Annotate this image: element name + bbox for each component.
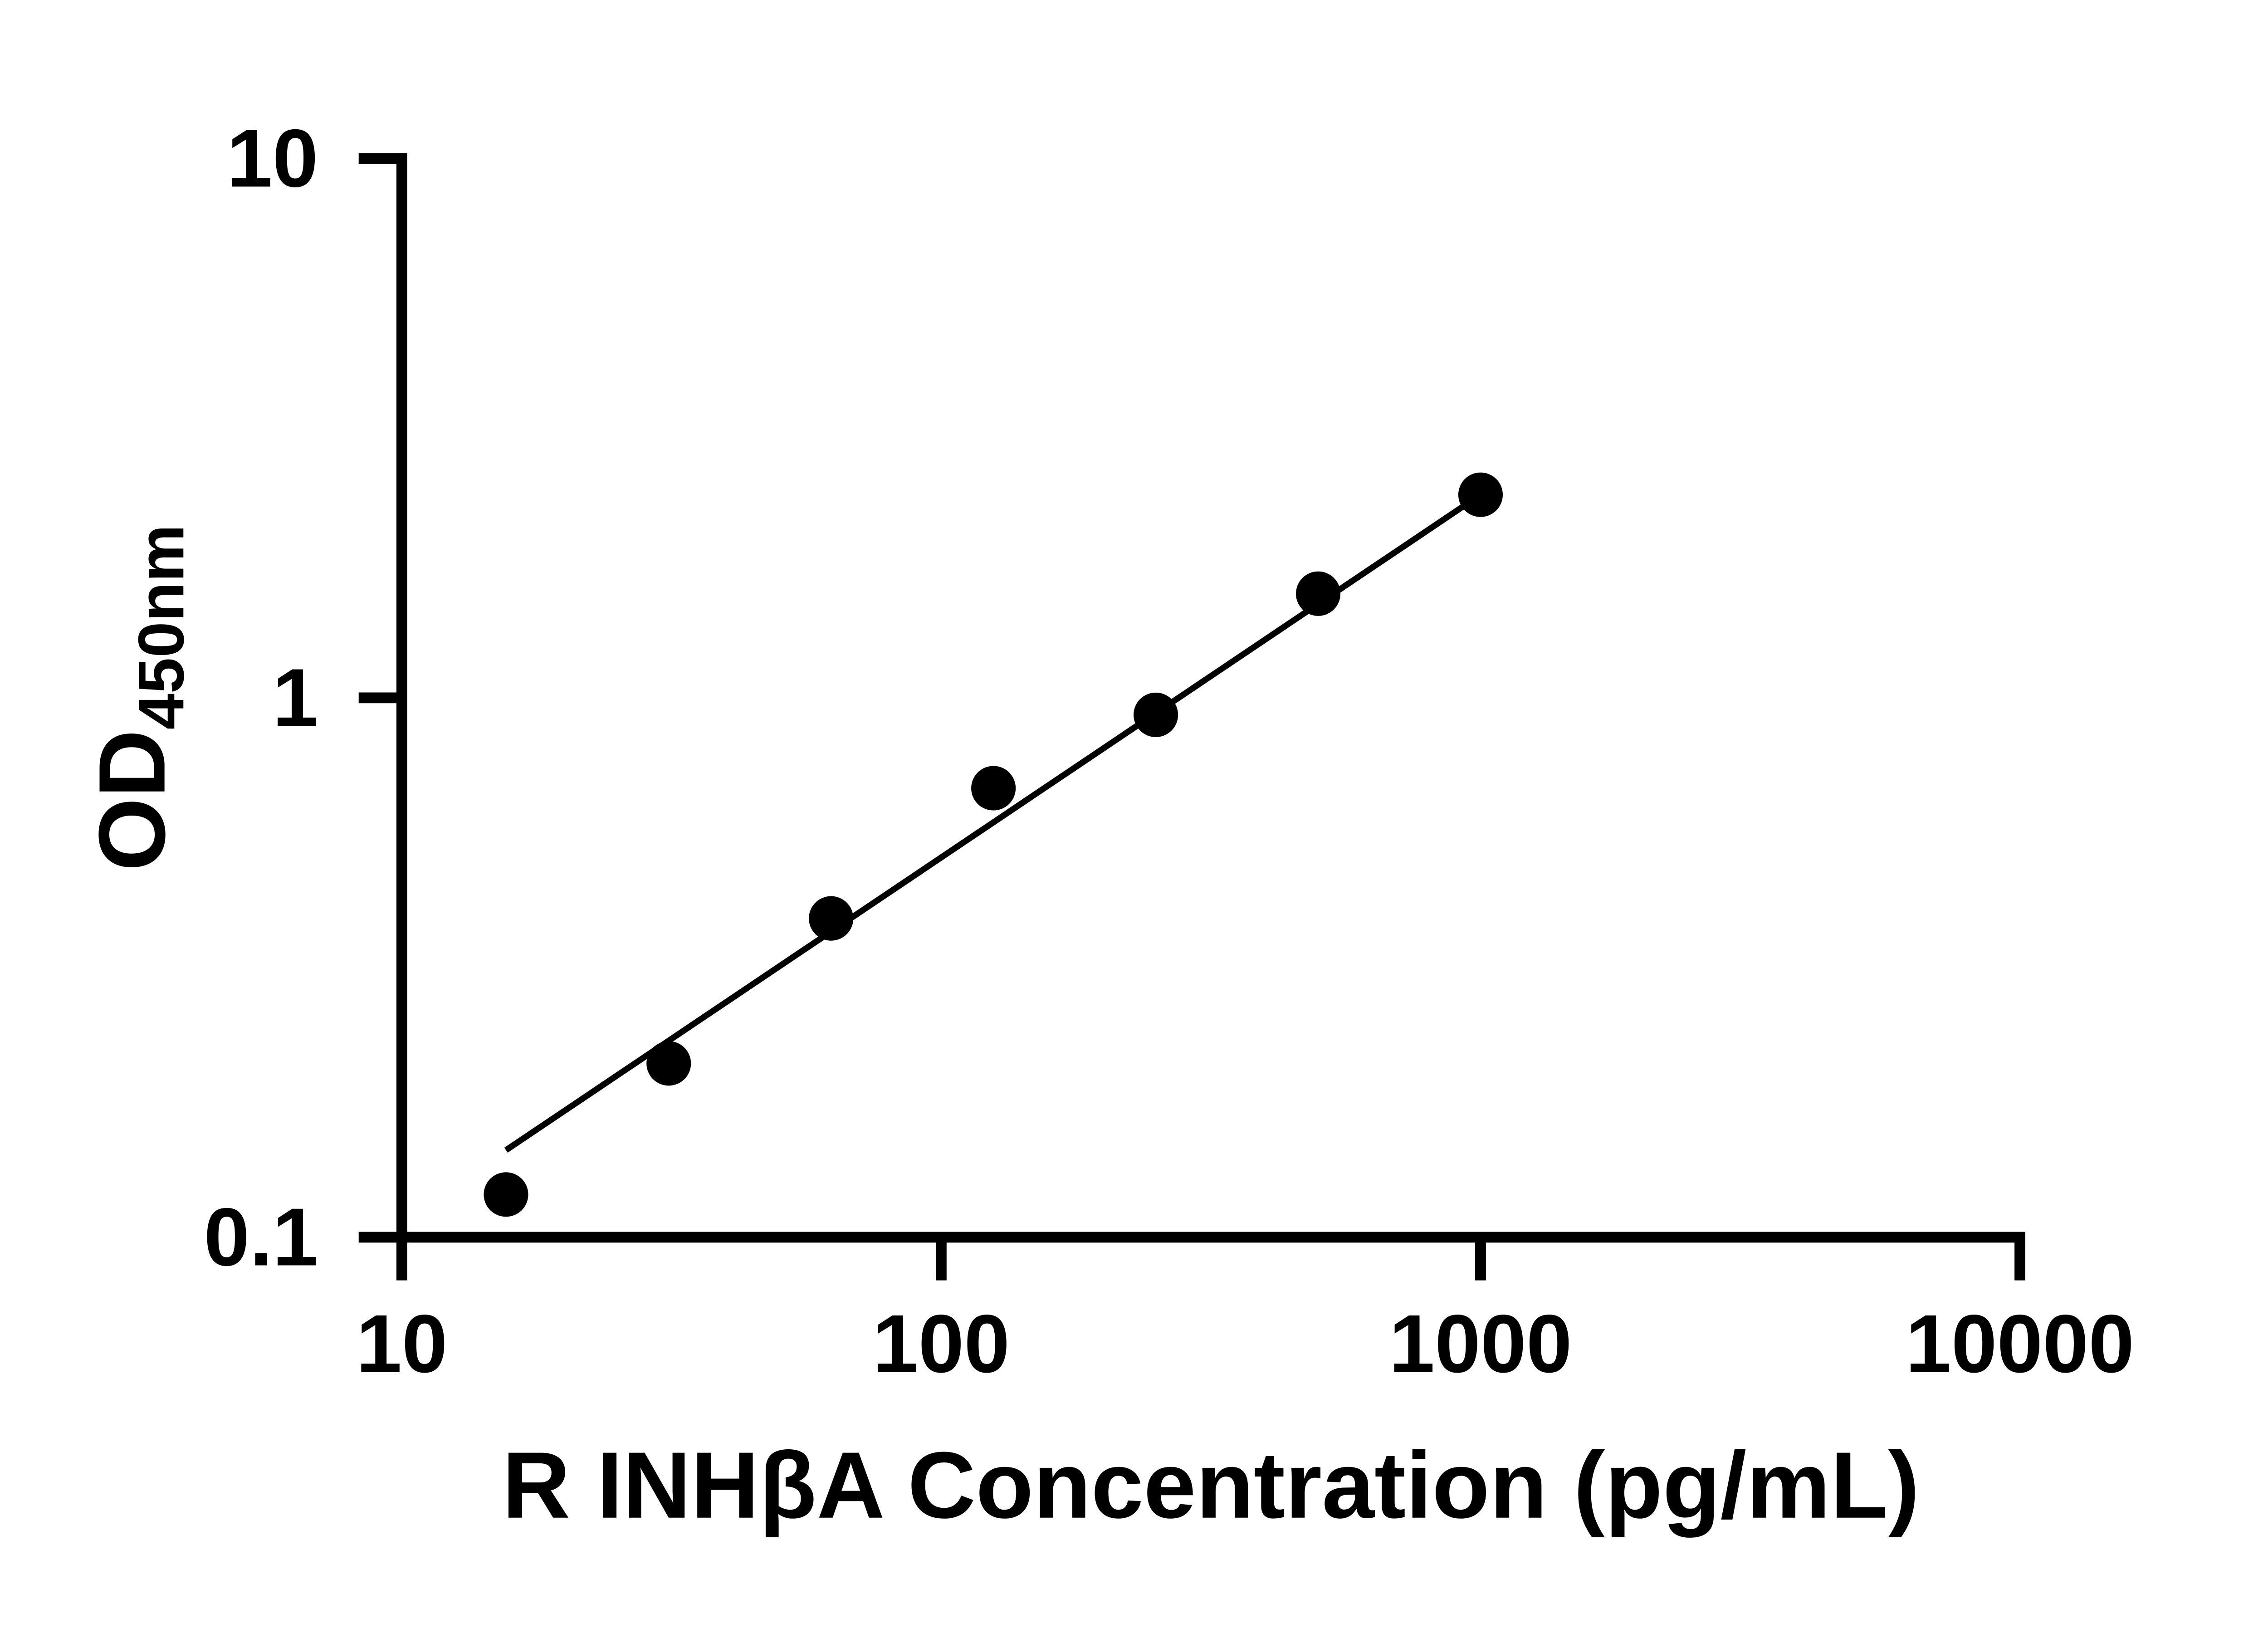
y-axis-title-subscript: 450nm	[125, 524, 197, 729]
y-tick-label: 10	[227, 112, 318, 204]
data-point	[1458, 472, 1503, 517]
data-point	[1134, 692, 1178, 737]
data-point	[971, 766, 1016, 811]
y-tick-label: 0.1	[204, 1191, 318, 1283]
data-point	[809, 896, 854, 941]
x-tick-label: 10000	[1906, 1298, 2134, 1390]
x-axis-title: R INHβA Concentration (pg/mL)	[502, 1433, 1920, 1538]
x-tick-label: 10	[356, 1298, 448, 1390]
y-axis-title: OD450nm	[80, 524, 198, 871]
data-point	[484, 1172, 528, 1217]
x-tick-label: 1000	[1389, 1298, 1572, 1390]
y-tick-label: 1	[273, 652, 318, 743]
x-tick-label: 100	[873, 1298, 1010, 1390]
y-axis-title-main: OD	[80, 729, 185, 871]
data-point	[1295, 571, 1341, 616]
data-point	[646, 1041, 691, 1086]
